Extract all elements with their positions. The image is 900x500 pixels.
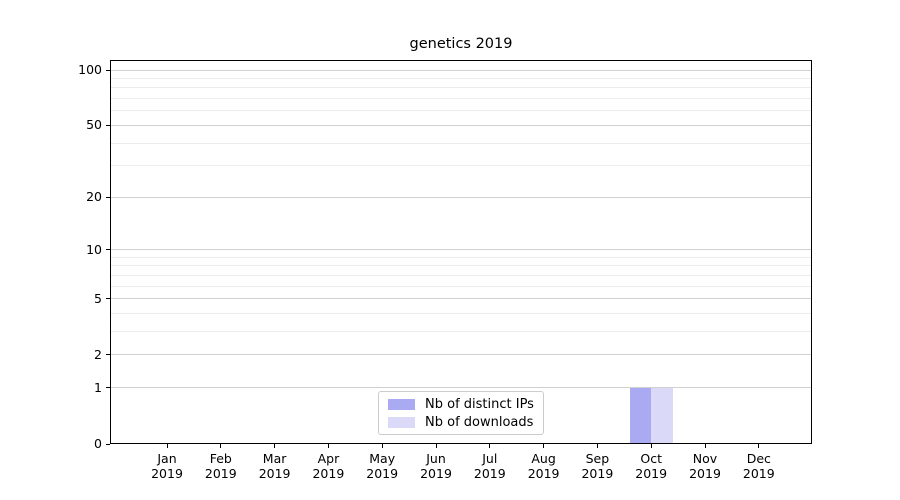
x-axis-tick (381, 444, 383, 448)
x-tick-label: Jul 2019 (473, 451, 506, 481)
y-axis-tick (106, 443, 110, 445)
x-axis-tick (650, 444, 652, 448)
legend-item-downloads: Nb of downloads (388, 415, 534, 430)
y-tick-label: 1 (94, 379, 102, 395)
x-tick-label: Dec 2019 (742, 451, 775, 481)
gridline-major (111, 354, 811, 356)
x-axis-tick (327, 444, 329, 448)
gridline-major (111, 249, 811, 251)
y-tick-label: 20 (86, 189, 102, 205)
x-axis-tick (274, 444, 276, 448)
legend: Nb of distinct IPs Nb of downloads (378, 391, 544, 435)
gridline-minor (111, 110, 811, 112)
gridline-minor (111, 165, 811, 167)
x-tick-label: Nov 2019 (689, 451, 721, 481)
bar-nb-of-downloads-oct-2019 (651, 387, 673, 444)
gridline-minor (111, 77, 811, 79)
gridline-major (111, 196, 811, 198)
x-axis-tick (543, 444, 545, 448)
x-tick-label: Jun 2019 (420, 451, 452, 481)
y-tick-label: 50 (86, 117, 102, 133)
legend-swatch-downloads (388, 416, 415, 428)
y-axis-tick (106, 69, 110, 71)
x-axis-tick (166, 444, 168, 448)
y-tick-label: 2 (94, 346, 102, 362)
legend-swatch-distinct-ips (388, 398, 415, 410)
gridline-minor (111, 98, 811, 100)
gridline-minor (111, 331, 811, 333)
gridline-major (111, 298, 811, 300)
y-tick-label: 10 (86, 241, 102, 257)
y-axis-tick (106, 196, 110, 198)
y-tick-label: 0 (94, 436, 102, 451)
x-tick-label: Aug 2019 (527, 451, 560, 481)
x-axis-tick (489, 444, 491, 448)
x-tick-label: Oct 2019 (635, 451, 668, 481)
x-tick-label: Apr 2019 (312, 451, 345, 481)
legend-item-distinct-ips: Nb of distinct IPs (388, 397, 534, 412)
x-tick-label: Jan 2019 (151, 451, 183, 481)
y-tick-label: 5 (94, 290, 102, 306)
gridline-major (111, 387, 811, 389)
x-tick-label: Feb 2019 (204, 451, 237, 481)
gridline-major (111, 124, 811, 126)
gridline-major (111, 69, 811, 71)
y-axis-tick (106, 387, 110, 389)
x-axis-tick (220, 444, 222, 448)
y-axis-tick (106, 124, 110, 126)
y-axis-tick (106, 354, 110, 356)
gridline-minor (111, 265, 811, 267)
x-tick-label: Sep 2019 (581, 451, 614, 481)
x-axis-tick (596, 444, 598, 448)
gridline-minor (111, 256, 811, 258)
y-tick-label: 100 (78, 62, 102, 77)
y-axis-tick (106, 298, 110, 300)
x-axis-tick (758, 444, 760, 448)
x-tick-label: Mar 2019 (258, 451, 291, 481)
legend-label-downloads: Nb of downloads (425, 414, 534, 430)
gridline-minor (111, 274, 811, 276)
chart-title: genetics 2019 (409, 36, 513, 52)
legend-label-distinct-ips: Nb of distinct IPs (425, 396, 534, 412)
x-tick-label: May 2019 (366, 451, 399, 481)
gridline-minor (111, 313, 811, 315)
x-axis-tick (704, 444, 706, 448)
gridline-minor (111, 87, 811, 89)
y-axis-tick (106, 249, 110, 251)
gridline-minor (111, 285, 811, 287)
bar-nb-of-distinct-ips-oct-2019 (629, 387, 652, 444)
x-axis-tick (435, 444, 437, 448)
gridline-minor (111, 142, 811, 144)
